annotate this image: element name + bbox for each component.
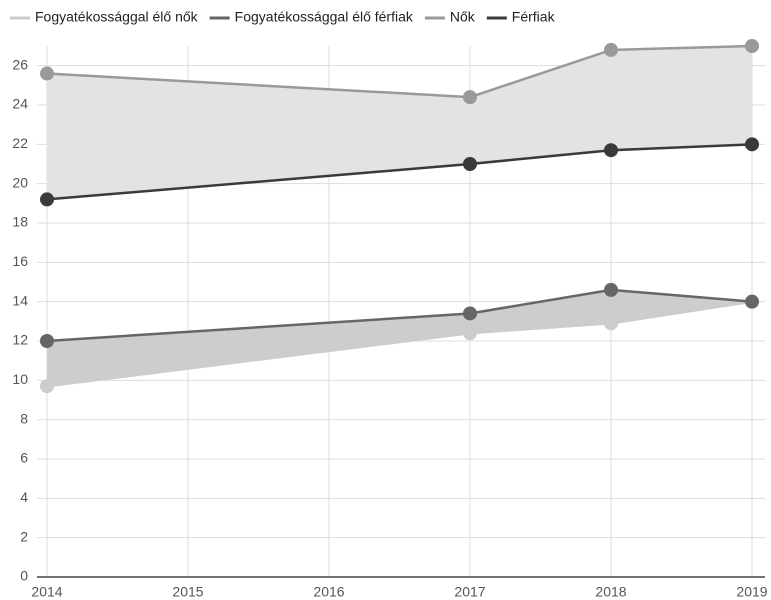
y-tick-label: 4 [20,489,28,505]
x-tick-label: 2014 [31,584,62,600]
series-line [46,44,753,99]
data-point [463,306,477,321]
data-point [604,316,618,331]
data-point [463,90,477,105]
y-tick-label: 12 [12,332,28,348]
band-fill [47,289,752,387]
x-tick-label: 2018 [595,584,626,600]
series-line [46,300,753,388]
data-point [604,42,618,57]
band-fill [47,46,752,200]
y-tick-label: 18 [12,214,28,230]
y-tick-label: 16 [12,253,28,269]
y-tick-label: 24 [12,96,28,112]
data-point [463,157,477,171]
y-tick-label: 10 [12,371,28,387]
data-point [463,326,477,341]
x-tick-label: 2015 [172,584,203,600]
legend-label: Fogyatékossággal élő férfiak [235,9,414,25]
y-tick-label: 0 [20,568,28,584]
legend-label: Fogyatékossággal élő nők [35,9,199,25]
x-tick-label: 2017 [454,584,485,600]
data-point [745,294,759,309]
y-tick-label: 22 [12,135,28,151]
x-tick-label: 2016 [313,584,344,600]
data-point [40,334,54,348]
y-tick-label: 8 [20,410,28,426]
x-tick-label: 2019 [736,584,767,600]
data-point [745,39,759,53]
data-point [604,282,618,297]
data-point [40,192,54,207]
series-line [46,288,753,343]
data-point [604,143,618,158]
data-point [40,379,54,394]
series-line [46,143,753,201]
data-point [40,66,54,81]
y-tick-label: 20 [12,174,28,190]
y-tick-label: 2 [20,528,28,544]
y-tick-label: 14 [12,292,28,308]
data-point [745,137,759,152]
legend-label: Férfiak [512,9,556,25]
legend-label: Nők [450,9,476,25]
y-tick-label: 6 [20,450,28,466]
y-tick-label: 26 [12,56,28,72]
